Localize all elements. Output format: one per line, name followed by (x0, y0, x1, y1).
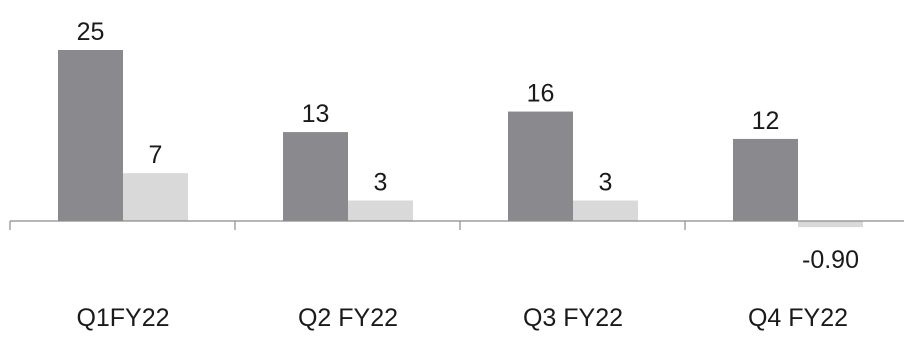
value-label-series1-1: 25 (77, 18, 105, 46)
bar-series2-2 (348, 200, 413, 221)
value-label-series2-3: 3 (599, 168, 613, 196)
bar-series2-4 (798, 221, 863, 228)
x-axis (9, 220, 904, 230)
value-label-series1-4: 12 (752, 107, 780, 135)
bar-series1-4 (733, 138, 798, 221)
value-label-series2-4: -0.90 (802, 246, 859, 274)
value-label-series2-2: 3 (374, 168, 388, 196)
value-labels-layer: 25 13 16 12 7 3 3 -0.90 (77, 18, 859, 274)
value-label-series1-2: 13 (302, 100, 330, 128)
category-label-1: Q1FY22 (76, 304, 169, 332)
category-label-4: Q4 FY22 (748, 304, 848, 332)
value-label-series2-1: 7 (149, 141, 163, 169)
category-label-3: Q3 FY22 (523, 304, 623, 332)
bar-series1-1 (58, 50, 123, 221)
value-label-series1-3: 16 (527, 80, 555, 108)
category-label-2: Q2 FY22 (298, 304, 398, 332)
bar-series2-3 (573, 200, 638, 221)
bars-layer (58, 50, 863, 228)
bar-series2-1 (123, 173, 188, 221)
bar-series1-3 (508, 111, 573, 221)
category-labels-layer: Q1FY22 Q2 FY22 Q3 FY22 Q4 FY22 (76, 304, 848, 332)
bar-series1-2 (283, 132, 348, 221)
